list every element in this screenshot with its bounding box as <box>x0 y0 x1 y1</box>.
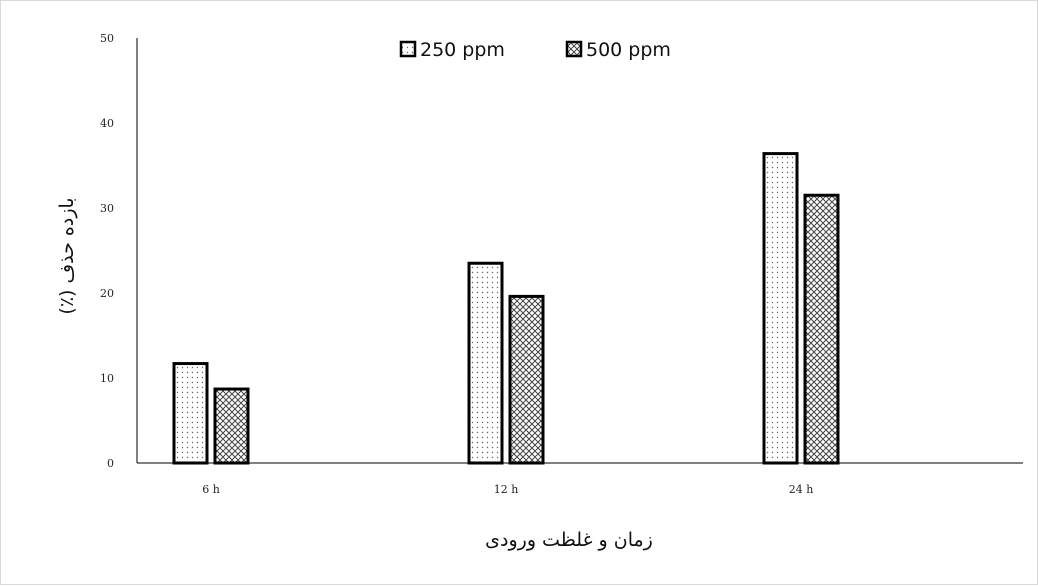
x-tick-label: 24 h <box>789 483 814 496</box>
y-tick-label: 50 <box>100 32 114 45</box>
legend-label-500-ppm: 500 ppm <box>586 39 671 61</box>
bar-250-ppm-24h <box>762 152 799 465</box>
bar-250-ppm-12h <box>467 261 504 465</box>
y-axis-title: بازده حذف (٪) <box>56 197 78 314</box>
x-tick-label: 6 h <box>202 483 220 496</box>
legend-swatch-500-ppm <box>565 40 583 58</box>
bar-500-ppm-6h <box>213 387 250 465</box>
x-axis: 6 h 12 h 24 h <box>137 462 1023 496</box>
legend-swatch-250-ppm <box>399 40 417 58</box>
y-tick-label: 0 <box>107 457 114 470</box>
y-tick-label: 10 <box>100 372 114 385</box>
bar-250-ppm-6h <box>172 362 209 465</box>
bar-500-ppm-24h <box>803 193 840 465</box>
bars <box>172 152 840 465</box>
x-tick-label: 12 h <box>494 483 519 496</box>
y-tick-label: 30 <box>100 202 114 215</box>
legend: 250 ppm 500 ppm <box>399 39 671 61</box>
y-tick-label: 40 <box>100 117 114 130</box>
x-axis-title: زمان و غلظت ورودی <box>485 529 653 551</box>
y-tick-label: 20 <box>100 287 114 300</box>
y-axis: 0 10 20 30 40 50 <box>100 32 138 470</box>
legend-label-250-ppm: 250 ppm <box>420 39 505 61</box>
bar-500-ppm-12h <box>508 294 545 465</box>
